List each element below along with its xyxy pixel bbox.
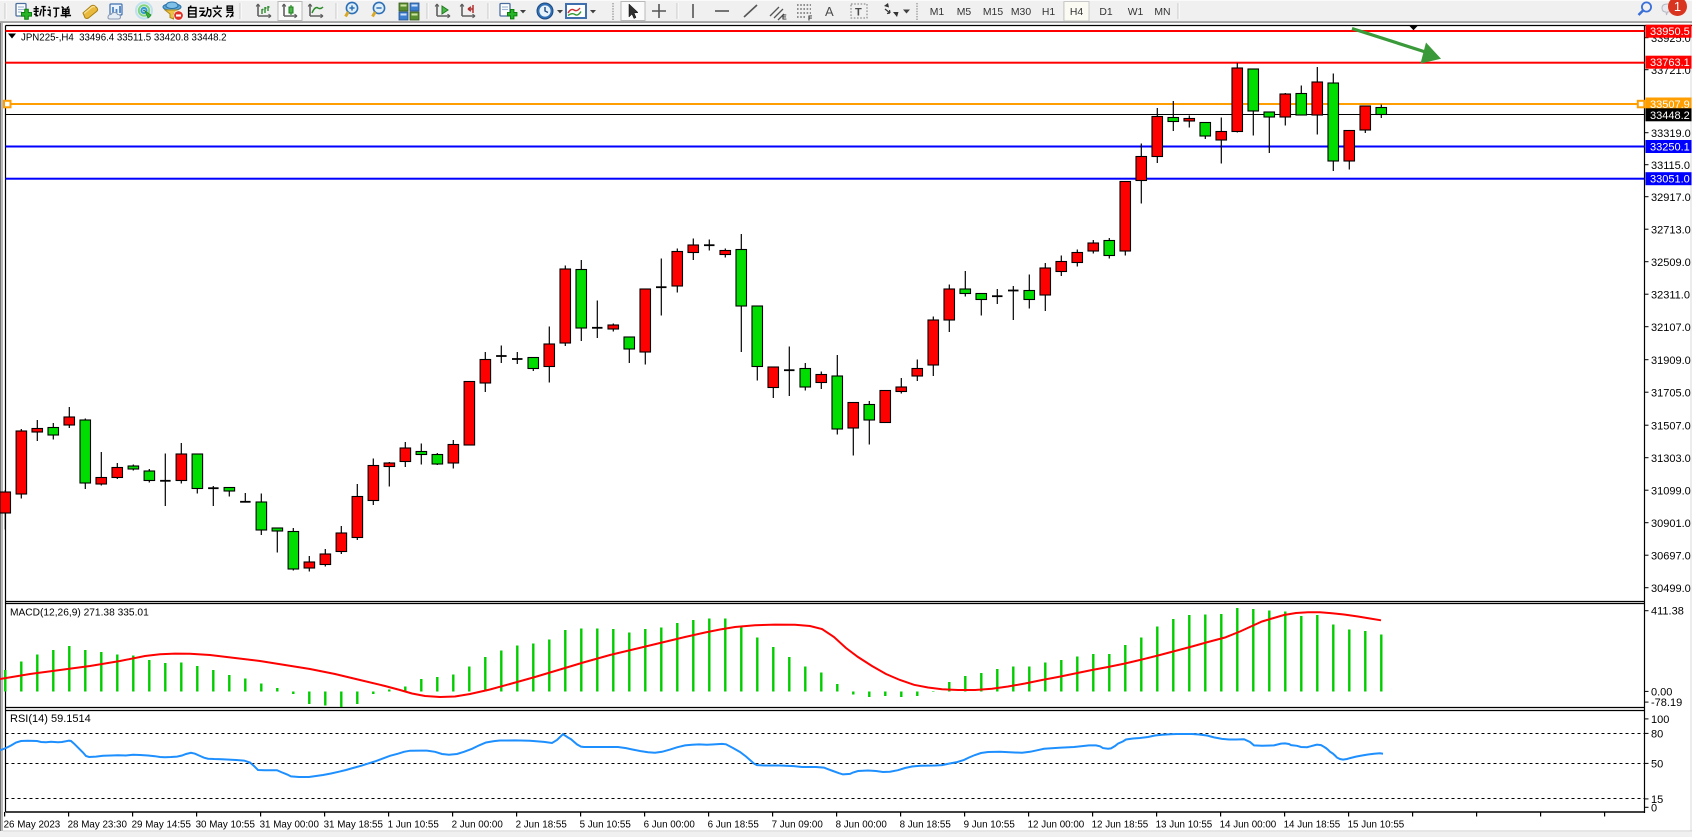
svg-text:D1: D1 <box>1099 7 1113 18</box>
svg-text:32713.0: 32713.0 <box>1651 225 1691 237</box>
svg-text:6 Jun 00:00: 6 Jun 00:00 <box>644 820 696 831</box>
svg-text:M5: M5 <box>957 7 972 18</box>
svg-text:-78.19: -78.19 <box>1651 697 1682 709</box>
svg-text:14 Jun 00:00: 14 Jun 00:00 <box>1220 820 1277 831</box>
svg-text:32917.0: 32917.0 <box>1651 192 1691 204</box>
svg-text:9 Jun 10:55: 9 Jun 10:55 <box>964 820 1016 831</box>
svg-text:5 Jun 10:55: 5 Jun 10:55 <box>580 820 632 831</box>
svg-text:F: F <box>808 16 813 23</box>
svg-text:M30: M30 <box>1011 7 1031 18</box>
svg-text:H4: H4 <box>1070 7 1084 18</box>
svg-text:2 Jun 00:00: 2 Jun 00:00 <box>452 820 504 831</box>
svg-text:100: 100 <box>1651 714 1669 726</box>
svg-text:33448.2: 33448.2 <box>1650 110 1690 122</box>
svg-text:RSI(14) 59.1514: RSI(14) 59.1514 <box>10 713 91 725</box>
svg-text:80: 80 <box>1651 728 1663 740</box>
svg-text:12 Jun 00:00: 12 Jun 00:00 <box>1028 820 1085 831</box>
svg-text:MACD(12,26,9) 271.38 335.01: MACD(12,26,9) 271.38 335.01 <box>10 608 149 619</box>
svg-text:MN: MN <box>1154 7 1170 18</box>
svg-text:15 Jun 10:55: 15 Jun 10:55 <box>1348 820 1405 831</box>
svg-text:33115.0: 33115.0 <box>1651 160 1690 172</box>
svg-text:29 May 14:55: 29 May 14:55 <box>132 820 192 831</box>
svg-text:31 May 00:00: 31 May 00:00 <box>260 820 320 831</box>
svg-text:32107.0: 32107.0 <box>1651 322 1691 334</box>
svg-text:1 Jun 10:55: 1 Jun 10:55 <box>388 820 440 831</box>
svg-text:32509.0: 32509.0 <box>1651 257 1691 269</box>
svg-text:1: 1 <box>1674 0 1681 14</box>
svg-text:33319.0: 33319.0 <box>1651 128 1691 140</box>
svg-text:H1: H1 <box>1042 7 1056 18</box>
svg-text:8 Jun 00:00: 8 Jun 00:00 <box>836 820 888 831</box>
svg-text:33051.0: 33051.0 <box>1650 174 1690 186</box>
svg-text:W1: W1 <box>1128 7 1144 18</box>
svg-text:0.00: 0.00 <box>1651 686 1672 698</box>
svg-text:0: 0 <box>1651 802 1657 814</box>
svg-text:T: T <box>855 7 862 19</box>
svg-text:50: 50 <box>1651 758 1663 770</box>
svg-text:7 Jun 09:00: 7 Jun 09:00 <box>772 820 824 831</box>
svg-text:31507.0: 31507.0 <box>1651 421 1691 433</box>
svg-text:8 Jun 18:55: 8 Jun 18:55 <box>900 820 952 831</box>
svg-text:31099.0: 31099.0 <box>1651 486 1691 498</box>
svg-text:30 May 10:55: 30 May 10:55 <box>196 820 256 831</box>
svg-text:M1: M1 <box>930 7 945 18</box>
svg-text:JPN225-,H4 33496.4 33511.5 33: JPN225-,H4 33496.4 33511.5 33420.8 33448… <box>21 33 227 44</box>
svg-text:411.38: 411.38 <box>1651 606 1684 618</box>
svg-text:14 Jun 18:55: 14 Jun 18:55 <box>1284 820 1341 831</box>
svg-text:30499.0: 30499.0 <box>1651 583 1691 595</box>
svg-text:31 May 18:55: 31 May 18:55 <box>324 820 384 831</box>
svg-text:33763.1: 33763.1 <box>1650 57 1690 69</box>
svg-text:28 May 23:30: 28 May 23:30 <box>68 820 128 831</box>
svg-text:31705.0: 31705.0 <box>1651 388 1691 400</box>
svg-text:6 Jun 18:55: 6 Jun 18:55 <box>708 820 760 831</box>
svg-text:33250.1: 33250.1 <box>1650 142 1690 154</box>
svg-text:32311.0: 32311.0 <box>1651 290 1690 302</box>
svg-text:31909.0: 31909.0 <box>1651 355 1691 367</box>
svg-text:33950.5: 33950.5 <box>1650 26 1690 38</box>
svg-text:30901.0: 30901.0 <box>1651 518 1691 530</box>
svg-text:E: E <box>782 15 787 22</box>
svg-text:15: 15 <box>1651 794 1663 806</box>
svg-text:30697.0: 30697.0 <box>1651 551 1691 563</box>
svg-text:33507.9: 33507.9 <box>1650 99 1690 111</box>
svg-text:2 Jun 18:55: 2 Jun 18:55 <box>516 820 568 831</box>
svg-text:12 Jun 18:55: 12 Jun 18:55 <box>1092 820 1149 831</box>
svg-text:A: A <box>825 4 834 19</box>
svg-text:26 May 2023: 26 May 2023 <box>4 820 61 831</box>
svg-text:31303.0: 31303.0 <box>1651 453 1691 465</box>
svg-text:13 Jun 10:55: 13 Jun 10:55 <box>1156 820 1213 831</box>
svg-text:M15: M15 <box>983 7 1003 18</box>
